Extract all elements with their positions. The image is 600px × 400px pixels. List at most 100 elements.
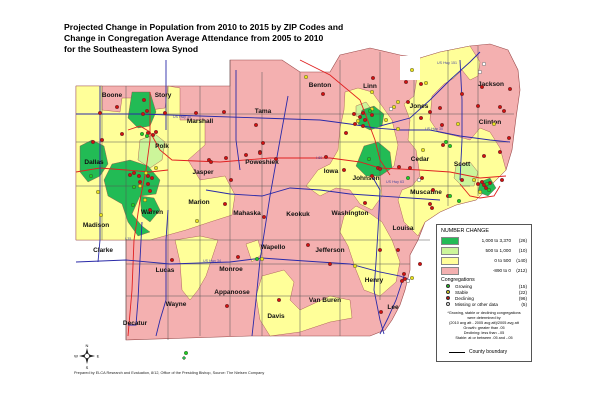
congregation-count: (15) — [518, 283, 527, 289]
county-label-jefferson: Jefferson — [315, 247, 344, 254]
legend-classes: 1,000 to 3,370 (26) 500 to 1,000 (10) 0 to 5… — [441, 236, 527, 275]
legend-range: 0 to 500 — [494, 258, 511, 263]
legend-congregation-row: Declining (96) — [441, 295, 527, 301]
county-label-jones: Jones — [410, 103, 429, 110]
map-title: Projected Change in Population from 2010… — [64, 22, 343, 55]
congregation-count: (5) — [521, 301, 527, 307]
highway-label: I-80 — [316, 156, 322, 160]
congregation-dot-icon — [446, 284, 450, 288]
county-label-clarke: Clarke — [93, 247, 113, 254]
dots-declining — [90, 75, 513, 315]
legend-congregation-row: Missing or other data (5) — [441, 301, 527, 307]
legend-congregations-title: Congregations — [441, 277, 475, 283]
county-label-lucas: Lucas — [156, 267, 175, 274]
svg-text:N: N — [86, 343, 89, 348]
county-label-wayne: Wayne — [166, 301, 187, 308]
county-label-appanoose: Appanoose — [214, 289, 250, 296]
county-label-boone: Boone — [102, 92, 123, 99]
county-label-louisa: Louisa — [393, 225, 414, 232]
highway-label: US Hwy 151 — [437, 61, 457, 65]
title-line-1: Projected Change in Population from 2010… — [64, 22, 344, 32]
credit-line: Prepared by ELCA Research and Evaluation… — [74, 371, 265, 375]
county-boundary-label: County boundary — [469, 349, 508, 355]
county-boundary-line-icon — [449, 351, 465, 353]
congregation-dot-icon — [446, 296, 450, 300]
county-label-iowa: Iowa — [324, 168, 339, 175]
county-label-cedar: Cedar — [411, 156, 430, 163]
highway-label: US Hwy 34 — [203, 259, 221, 263]
county-label-muscatine: Muscatine — [410, 189, 442, 196]
legend-congregation-row: Stable (22) — [441, 289, 527, 295]
north-arrow-compass-icon: N S W E — [74, 343, 100, 369]
congregation-label: Growing — [455, 283, 473, 289]
legend-count: (26) — [518, 238, 527, 243]
congregation-count: (22) — [518, 289, 527, 295]
legend-swatch — [441, 246, 459, 255]
county-label-jackson: Jackson — [478, 81, 504, 88]
legend-range: -890 to 0 — [492, 268, 511, 273]
dots-missing — [389, 62, 487, 284]
legend-note-line: were determined by — [467, 316, 501, 320]
legend-note-line: Growth: greater than .05 — [463, 326, 505, 330]
highway-labels: US Hwy 30 US Hwy 151 US Hwy 30 US Hwy 34 US … — [125, 61, 457, 263]
county-label-story: Story — [155, 92, 172, 99]
congregation-label: Stable — [455, 289, 469, 295]
county-label-benton: Benton — [309, 82, 331, 89]
state-edge — [400, 56, 420, 80]
legend-swatch — [441, 266, 459, 275]
county-label-tama: Tama — [255, 108, 272, 115]
legend-class-row: 1,000 to 3,370 (26) — [441, 236, 527, 245]
svg-text:S: S — [86, 365, 89, 369]
legend-range: 500 to 1,000 — [485, 248, 511, 253]
county-label-mahaska: Mahaska — [233, 210, 261, 217]
county-label-lee: Lee — [387, 304, 399, 311]
county-label-poweshiek: Poweshiek — [245, 159, 279, 166]
congregation-dot-icon — [446, 302, 450, 306]
county-label-madison: Madison — [83, 222, 109, 229]
legend-range: 1,000 to 3,370 — [481, 238, 511, 243]
county-label-washington: Washington — [332, 210, 369, 217]
legend-class-row: 0 to 500 (140) — [441, 256, 527, 265]
title-line-3: for the Southeastern Iowa Synod — [64, 44, 199, 54]
legend-count: (140) — [516, 258, 527, 263]
map-legend: NUMBER CHANGE 1,000 to 3,370 (26) 500 to 1… — [436, 224, 532, 362]
county-label-wapello: Wapello — [261, 244, 286, 251]
county-boundaries — [76, 46, 514, 340]
svg-text:E: E — [97, 354, 100, 359]
county-label-clinton: Clinton — [479, 119, 501, 126]
legend-count: (212) — [516, 268, 527, 273]
legend-count: (10) — [518, 248, 527, 253]
dots-growing — [88, 108, 492, 356]
legend-swatch — [441, 256, 459, 265]
legend-county-boundary: County boundary — [441, 349, 527, 355]
legend-note-line: Declining: less than -.05 — [463, 331, 505, 335]
legend-congregations: Growing (15) Stable (22) Declining (96) Missin… — [441, 283, 527, 307]
legend-note-line: (2010 avg att - 2005 avg att)/2005 avg a… — [449, 321, 519, 325]
county-label-marshall: Marshall — [187, 118, 214, 125]
county-label-polk: Polk — [155, 143, 169, 150]
title-line-2: Change in Congregation Average Attendanc… — [64, 33, 324, 43]
congregation-dot-icon — [446, 290, 450, 294]
legend-congregation-row: Growing (15) — [441, 283, 527, 289]
legend-class-row: 500 to 1,000 (10) — [441, 246, 527, 255]
county-label-scott: Scott — [454, 161, 471, 168]
congregation-label: Missing or other data — [455, 301, 498, 307]
county-label-henry: Henry — [365, 277, 384, 284]
county-label-linn: Linn — [363, 83, 377, 90]
county-labels: Boone Story Marshall Tama Benton Linn Jones Jac… — [83, 81, 504, 327]
county-label-johnson: Johnson — [352, 175, 379, 182]
county-label-marion: Marion — [188, 199, 209, 206]
svg-text:W: W — [74, 354, 78, 359]
highway-label: US Hwy 30 — [173, 115, 191, 119]
highway-label: I-35 — [125, 237, 131, 241]
legend-class-row: -890 to 0 (212) — [441, 266, 527, 275]
legend-note: *Growing, stable or declining congregati… — [441, 311, 527, 341]
legend-note-line: Stable: at or between .05 and -.05 — [455, 336, 513, 340]
dots-stable — [95, 67, 497, 281]
zone-green-dark — [79, 91, 497, 361]
county-label-warren: Warren — [141, 209, 163, 216]
congregation-dots — [88, 62, 513, 356]
highway-label: US Hwy 30 — [425, 127, 443, 131]
county-label-van-buren: Van Buren — [309, 297, 341, 304]
